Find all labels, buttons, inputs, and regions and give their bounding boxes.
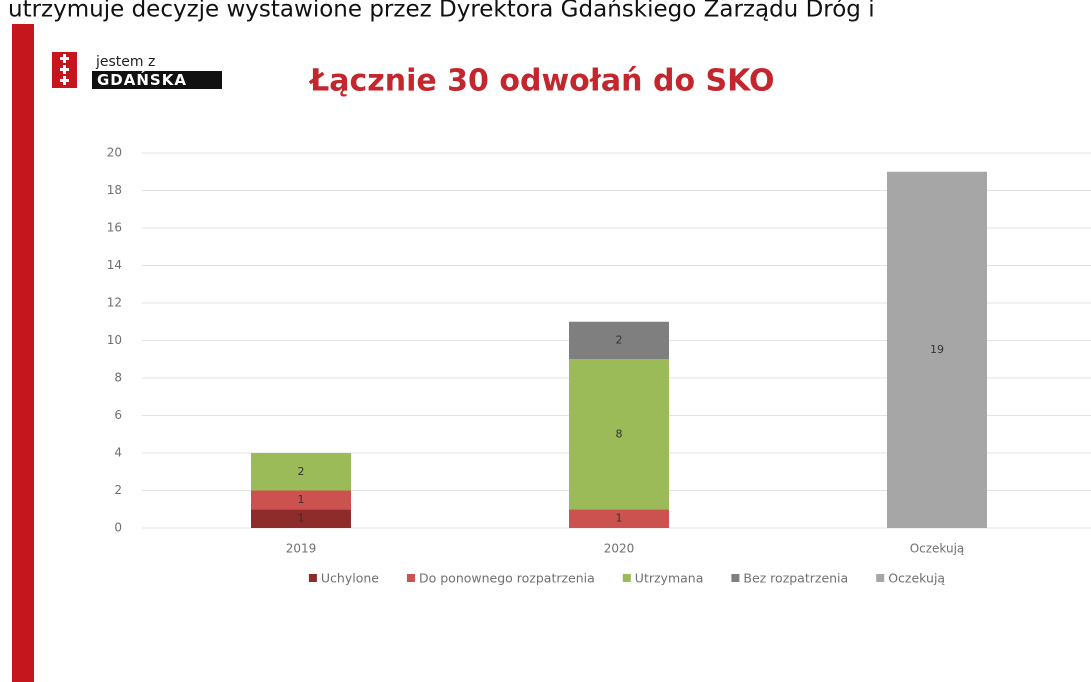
- logo-bottom: GDAŃSKA: [97, 70, 187, 89]
- bar-segment: [251, 509, 351, 528]
- data-label: 1: [298, 493, 305, 506]
- legend-swatch: [876, 574, 885, 582]
- y-tick-label: 18: [107, 183, 122, 197]
- y-tick-label: 8: [114, 371, 122, 385]
- data-label: 1: [616, 512, 623, 525]
- logo-top: jestem z: [95, 54, 155, 70]
- data-label: 19: [930, 343, 944, 356]
- legend-label: Utrzymana: [635, 571, 704, 586]
- y-tick-label: 10: [107, 333, 122, 347]
- bar-segment: [569, 359, 669, 510]
- y-tick-label: 16: [107, 221, 122, 235]
- bar-segment: [569, 509, 669, 528]
- data-label: 2: [616, 334, 623, 347]
- legend-swatch: [406, 574, 415, 582]
- legend-label: Do ponownego rozpatrzenia: [419, 571, 595, 586]
- logo-band: [92, 71, 222, 89]
- x-tick-label: 2019: [286, 542, 317, 556]
- bar-segment: [887, 171, 987, 528]
- legend-swatch: [308, 574, 317, 582]
- y-tick-label: 20: [107, 146, 122, 160]
- bar-segment: [251, 490, 351, 510]
- data-label: 2: [298, 465, 305, 478]
- bar-segment: [251, 453, 351, 491]
- x-tick-label: Oczekują: [910, 542, 965, 556]
- legend-swatch: [731, 574, 740, 582]
- logo-crosses: [60, 54, 69, 85]
- y-tick-label: 2: [114, 483, 122, 497]
- side-bar: [12, 24, 34, 682]
- x-tick-label: 2020: [604, 542, 635, 556]
- legend-label: Uchylone: [321, 571, 379, 586]
- legend-label: Bez rozpatrzenia: [743, 571, 848, 586]
- y-tick-label: 14: [107, 258, 122, 272]
- chart-title: Łącznie 30 odwołań do SKO: [308, 64, 775, 99]
- data-label: 1: [298, 512, 305, 525]
- y-tick-label: 12: [107, 296, 122, 310]
- y-tick-label: 4: [114, 446, 122, 460]
- header-text: utrzymuje decyzje wystawione przez Dyrek…: [8, 0, 875, 23]
- data-label: 8: [616, 427, 623, 440]
- legend-swatch: [622, 574, 631, 582]
- y-tick-label: 6: [114, 408, 122, 422]
- bar-segment: [569, 321, 669, 360]
- legend-label: Oczekują: [888, 571, 945, 586]
- y-tick-label: 0: [114, 521, 122, 535]
